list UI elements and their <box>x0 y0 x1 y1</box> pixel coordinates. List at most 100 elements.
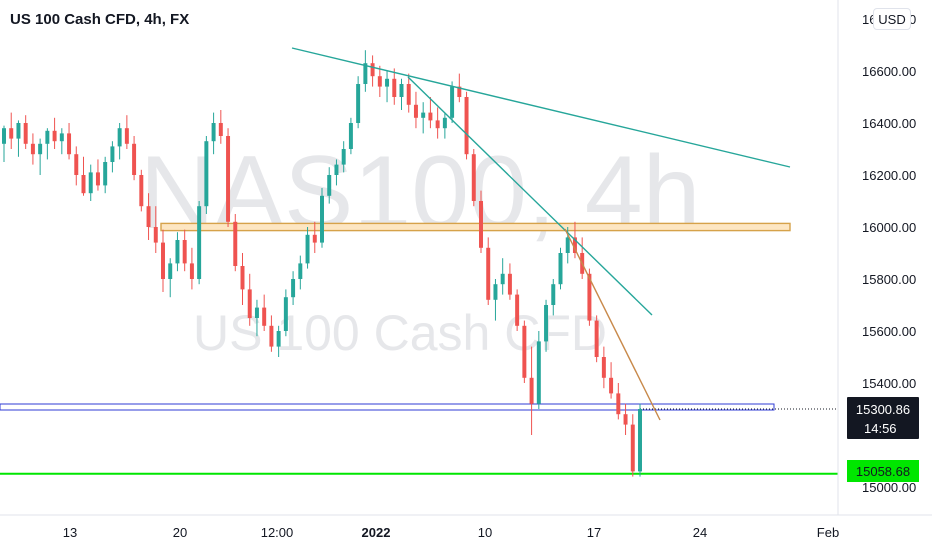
candle-body <box>9 128 14 139</box>
candle-body <box>95 172 100 186</box>
candle-body <box>117 128 122 147</box>
candle-body <box>269 325 274 347</box>
candle-body <box>81 175 86 194</box>
candle-body <box>45 130 50 144</box>
candle-body <box>377 76 382 87</box>
x-tick-label: 13 <box>63 525 77 540</box>
candle-body <box>52 130 57 142</box>
watermark-main: NAS100, 4h <box>140 135 701 251</box>
candle-body <box>16 123 21 139</box>
y-tick-label: 16400.00 <box>862 116 916 131</box>
candle-body <box>153 227 158 243</box>
candle-body <box>312 234 317 243</box>
candle-body <box>124 128 129 144</box>
candle-body <box>544 305 549 342</box>
candle-body <box>168 263 173 279</box>
candle-body <box>630 424 635 472</box>
candle-body <box>247 289 252 318</box>
annotations-layer <box>291 47 791 421</box>
candle-body <box>305 234 310 264</box>
candle-body <box>609 377 614 394</box>
candle-body <box>406 84 411 105</box>
trendline-main <box>291 47 791 168</box>
trendline-steep <box>407 76 653 316</box>
y-tick-label: 16000.00 <box>862 220 916 235</box>
x-tick-label: 24 <box>693 525 707 540</box>
candle-body <box>211 123 216 142</box>
last-price-label: 15300.86 <box>856 402 910 417</box>
candle-body <box>240 266 245 290</box>
candle-body <box>226 136 231 222</box>
candle-body <box>572 237 577 253</box>
candle-body <box>88 172 93 194</box>
candle-body <box>2 128 6 144</box>
last-price-badge <box>847 397 919 439</box>
candle-body <box>103 162 108 186</box>
candle-body <box>385 78 390 87</box>
candle-body <box>30 143 35 155</box>
candle-body <box>139 175 144 207</box>
candle-body <box>341 149 346 165</box>
candle-body <box>457 86 462 97</box>
candle-body <box>363 63 368 84</box>
symbol-title: US 100 Cash CFD, 4h, FX <box>10 11 190 28</box>
bar-countdown: 14:56 <box>864 421 897 436</box>
y-tick-label: 15800.00 <box>862 272 916 287</box>
x-tick-label: 20 <box>173 525 187 540</box>
candle-body <box>110 146 115 162</box>
axes-layer: 16800.0016600.0016400.0016200.0016000.00… <box>0 0 932 540</box>
candle-body <box>471 154 476 201</box>
candle-body <box>442 117 447 129</box>
candle-body <box>348 123 353 149</box>
candle-body <box>594 320 599 357</box>
candle-body <box>587 273 592 321</box>
candle-body <box>132 143 137 175</box>
candle-body <box>356 84 361 123</box>
currency-button[interactable]: USD <box>873 8 911 30</box>
candle-body <box>638 409 642 472</box>
candle-body <box>529 377 534 404</box>
y-tick-label: 15000.00 <box>862 480 916 495</box>
candle-body <box>565 237 570 253</box>
x-tick-label: 17 <box>587 525 601 540</box>
support-price-badge <box>847 460 919 482</box>
candle-body <box>218 123 223 136</box>
candle-body <box>479 201 483 248</box>
trendline-short <box>564 228 661 421</box>
y-tick-label: 16600.00 <box>862 64 916 79</box>
candle-body <box>291 279 296 298</box>
candle-body <box>435 120 440 129</box>
candle-body <box>161 242 165 279</box>
support-box <box>0 403 775 411</box>
candle-body <box>197 206 202 279</box>
candle-body <box>59 133 64 142</box>
candle-body <box>146 206 151 227</box>
candle-body <box>254 307 259 318</box>
candle-body <box>334 164 339 175</box>
candle-body <box>428 112 433 121</box>
watermark-layer: NAS100, 4h US 100 Cash CFD <box>140 135 701 361</box>
candle-body <box>399 84 404 97</box>
candle-body <box>175 240 180 264</box>
y-tick-label: 15600.00 <box>862 324 916 339</box>
y-tick-label: 16200.00 <box>862 168 916 183</box>
candle-body <box>298 263 303 279</box>
candle-body <box>601 357 606 378</box>
support-price-label: 15058.68 <box>856 464 910 479</box>
resistance-zone <box>160 222 791 232</box>
candle-body <box>500 273 505 285</box>
candle-body <box>67 133 72 155</box>
candle-body <box>536 341 541 404</box>
x-tick-label: 10 <box>478 525 492 540</box>
candle-body <box>515 294 520 326</box>
candle-body <box>370 63 375 77</box>
candle-body <box>276 331 281 347</box>
x-tick-label: Feb <box>817 525 839 540</box>
candle-body <box>623 414 628 425</box>
candle-body <box>392 78 397 97</box>
candle-body <box>283 297 288 331</box>
candle-body <box>23 123 28 144</box>
candle-body <box>551 284 556 305</box>
